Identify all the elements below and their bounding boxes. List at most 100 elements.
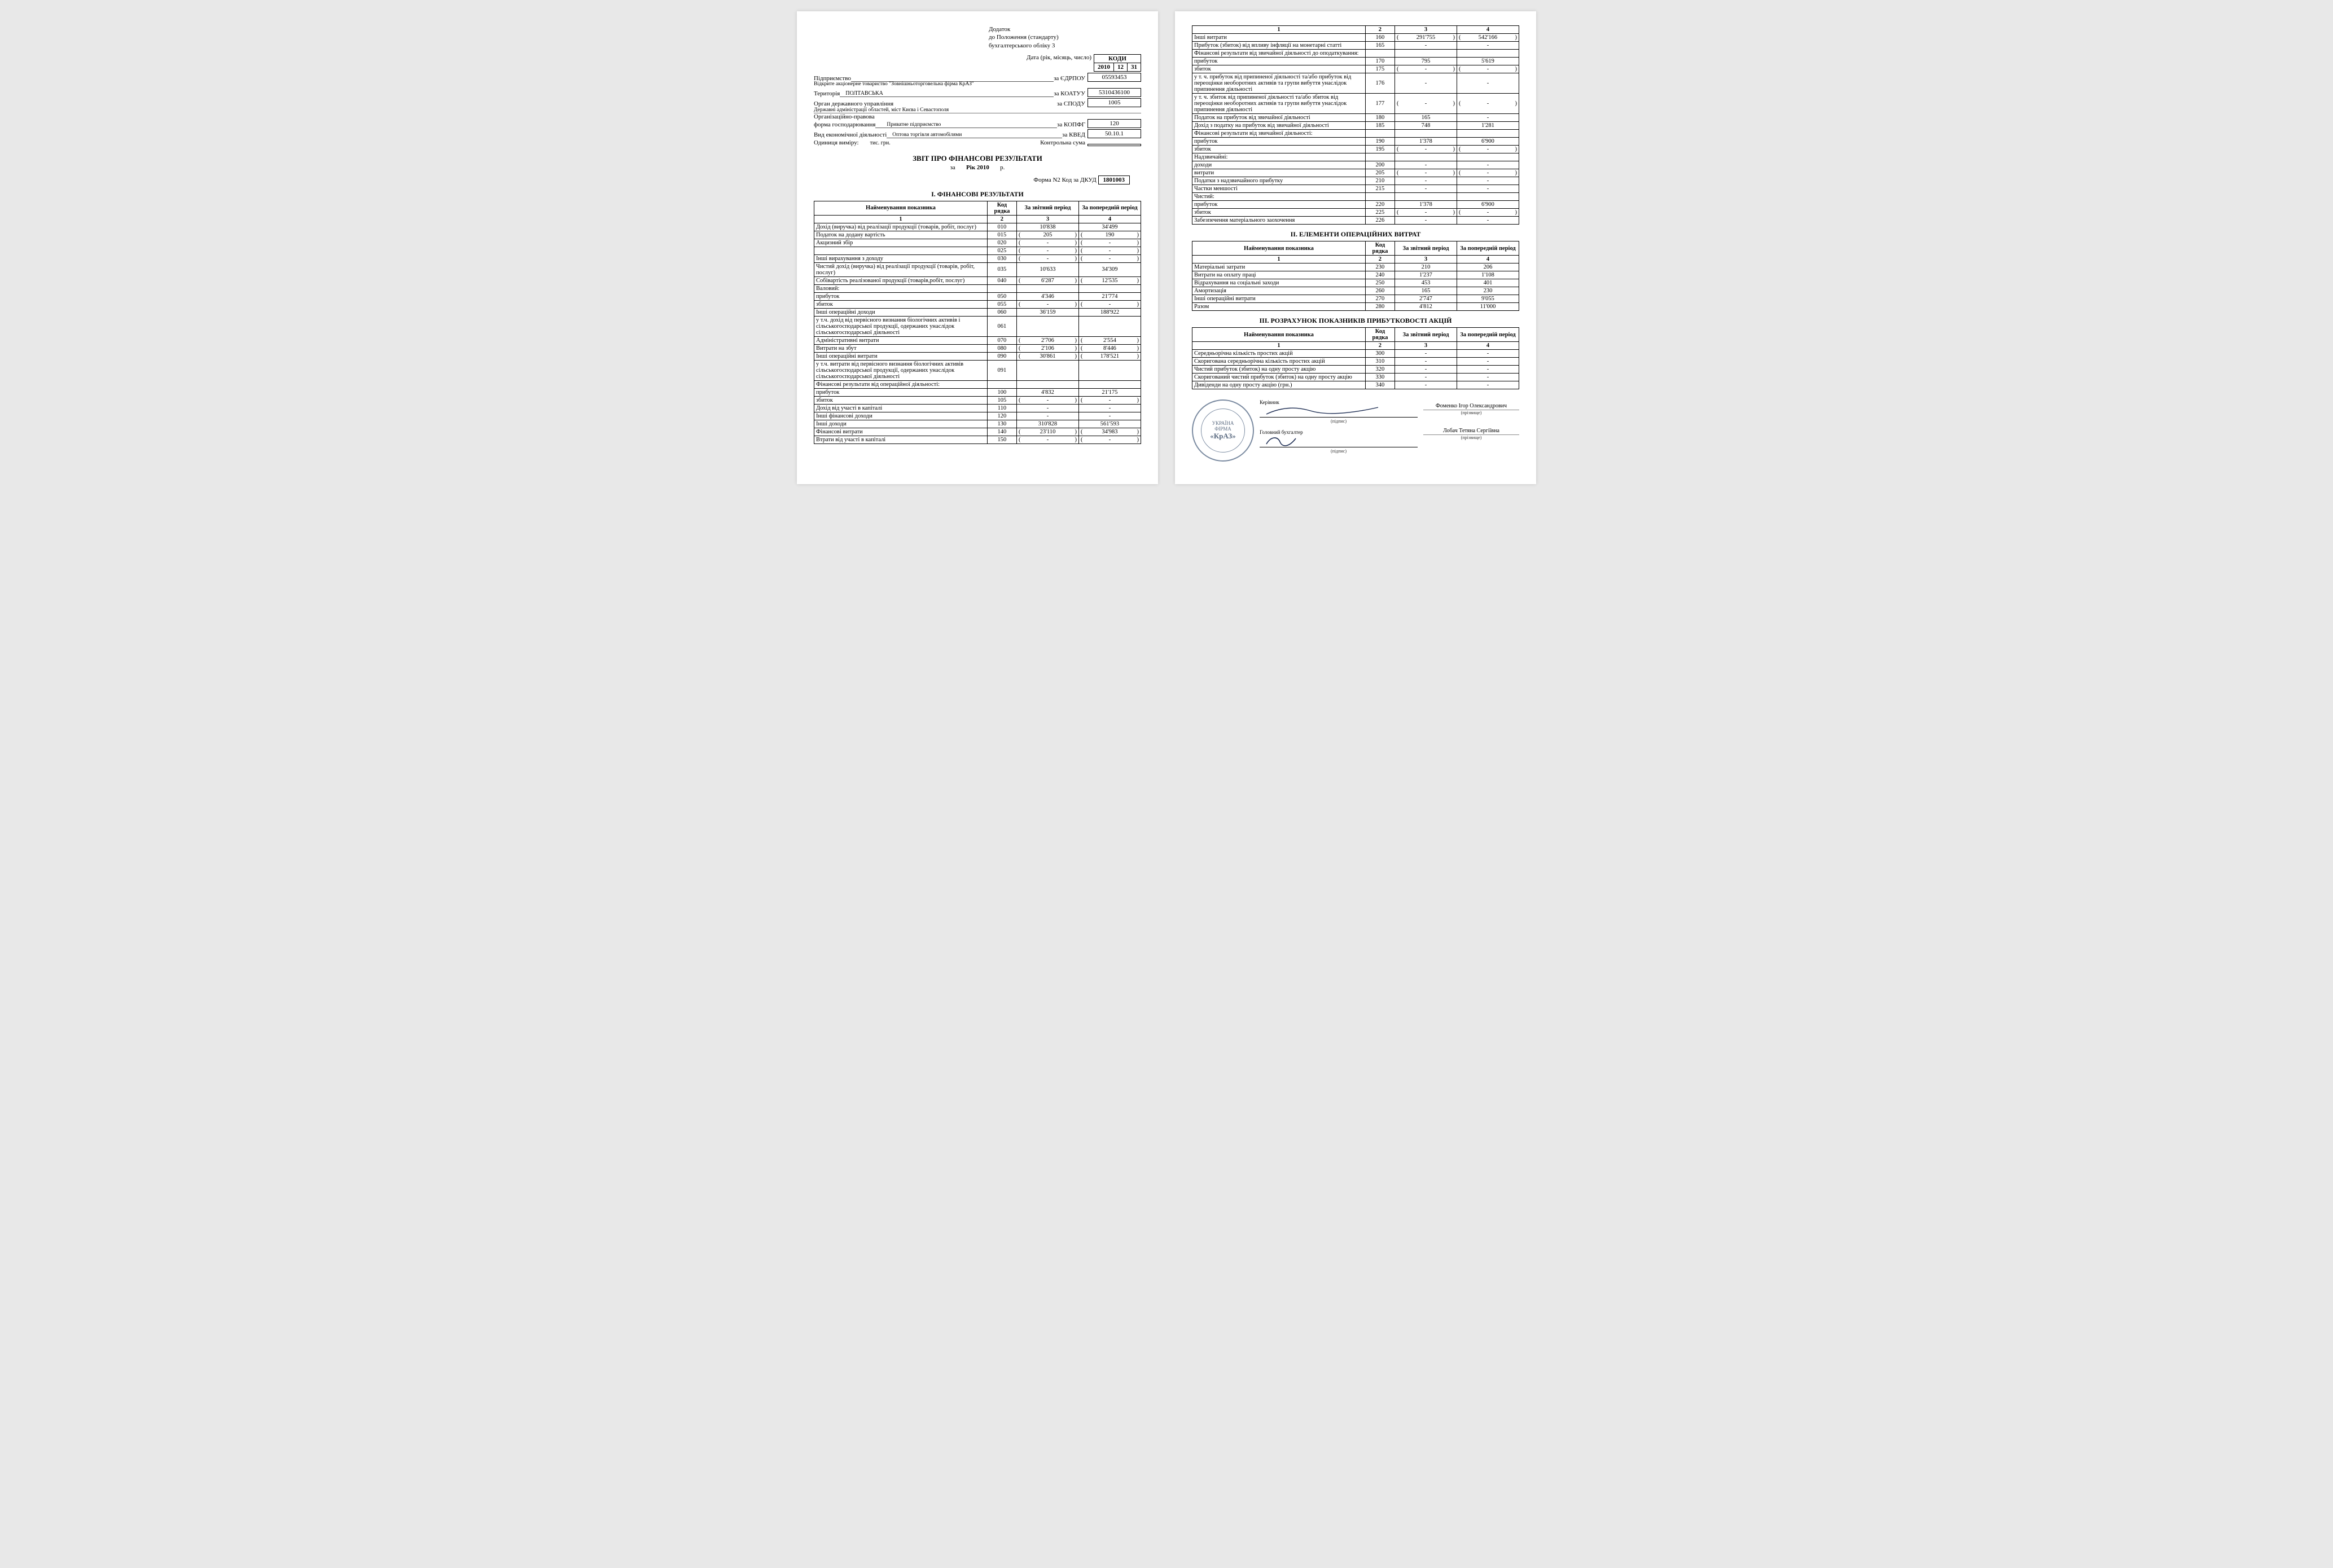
col-prev: За попередній період [1078,201,1141,215]
table-row: Фінансові результати від звичайної діяль… [1192,50,1519,58]
table-row: Інші фінансові доходи120-- [814,412,1141,420]
scribble-icon [1263,434,1303,449]
table-row: Інші операційні витрати2702'7479'055 [1192,295,1519,303]
table-row: Надзвичайні: [1192,153,1519,161]
table-row: Витрати на оплату праці2401'2371'108 [1192,271,1519,279]
date-day: 31 [1128,63,1141,71]
page-2: 1 2 3 4 Інші витрати160(291'755)(542'166… [1175,11,1536,484]
unit-label: Одиниця виміру: [814,139,859,146]
codes-header: КОДИ [1094,54,1141,63]
table-row: Дохід з податку на прибуток від звичайно… [1192,122,1519,130]
table-row: Інші операційні витрати090(30'861)(178'5… [814,352,1141,360]
act-code-label: за КВЕД [1062,131,1087,138]
table-row: у т.ч. витрати від первісного визнання б… [814,360,1141,380]
form-label: Організаційно-правова [814,113,875,120]
table-row: Скоригована середньорічна кількість прос… [1192,358,1519,366]
date-label: Дата (рік, місяць, число) [1027,54,1094,61]
table-row: у т. ч. прибуток від припиненої діяльнос… [1192,73,1519,94]
table-row: Акцизний збір020(-)(-) [814,239,1141,247]
table-section-1: Найменування показника Код рядка За звіт… [814,201,1141,444]
appendix-l3: бухгалтерського обліку 3 [989,42,1141,50]
terr-code: 5310436100 [1087,88,1141,97]
col-cur: За звітний період [1016,201,1078,215]
table-section-1-cont: 1 2 3 4 Інші витрати160(291'755)(542'166… [1192,25,1519,225]
table-row: Собівартість реалізованої продукції (тов… [814,276,1141,284]
table-row: Фінансові витрати140(23'110)(34'983) [814,428,1141,436]
section-1-title: І. ФІНАНСОВІ РЕЗУЛЬТАТИ [814,190,1141,199]
table-section-3: Найменування показника Код рядка За звіт… [1192,327,1519,389]
act-label: Вид економічної діяльності [814,131,887,138]
signature-2 [1260,435,1418,447]
report-title: ЗВІТ ПРО ФІНАНСОВІ РЕЗУЛЬТАТИ [814,154,1141,163]
act-val: Оптова торгівля автомобілями [887,132,1062,138]
date-year: 2010 [1094,63,1114,71]
table-row: прибуток1901'3786'900 [1192,138,1519,146]
scribble-icon [1265,403,1384,419]
form-line: Форма N2 Код за ДКУД 1801003 [814,175,1130,185]
table-row: у т.ч. дохід від первісного визнання біо… [814,316,1141,336]
table-row: збиток055(-)(-) [814,300,1141,308]
table-row: прибуток1004'83221'175 [814,388,1141,396]
form-code-label: за КОПФГ [1057,121,1087,128]
table-row: Дохід від участі в капіталі110-- [814,404,1141,412]
org-label: Орган державного управління [814,100,1057,107]
table-row: Разом2804'81211'000 [1192,303,1519,311]
table-row: Інші доходи130310'828561'593 [814,420,1141,428]
terr-val: ПОЛТАВСЬКА [840,90,1054,97]
form-code: 120 [1087,119,1141,128]
table-row: Інші вирахування з доходу030(-)(-) [814,254,1141,262]
table-row: Відрахування на соціальні заходи25045340… [1192,279,1519,287]
table-row: збиток105(-)(-) [814,396,1141,404]
act-code: 50.10.1 [1087,129,1141,138]
col-code: Код рядка [987,201,1016,215]
form-label2: форма господарювання [814,121,875,128]
signature-area: УКРАЇНА ФІРМА «КрАЗ» Керівник (підпис) Г… [1192,399,1519,462]
table-row: Податки з надзвичайного прибутку210-- [1192,177,1519,185]
table-row: витрати205(-)(-) [1192,169,1519,177]
table-row: Фінансові результати від звичайної діяль… [1192,130,1519,138]
report-subtitle: за Рік 2010 р. [814,164,1141,171]
table-row: Скоригований чистий прибуток (збиток) на… [1192,374,1519,381]
table-row: Матеріальні затрати230210206 [1192,263,1519,271]
name-accountant: Лобач Тетяна Сергіївна [1423,428,1519,435]
ctrl-val [1087,144,1141,146]
table-row: Дивіденди на одну просту акцію (грн.)340… [1192,381,1519,389]
org-code: 1005 [1087,98,1141,107]
stamp-icon: УКРАЇНА ФІРМА «КрАЗ» [1192,399,1254,462]
table-row: Втрати від участі в капіталі150(-)(-) [814,436,1141,443]
org-val: Державні адміністрації областей, міст Ки… [814,107,1141,113]
table-row: Витрати на збут080(2'106)(8'446) [814,344,1141,352]
table-row: Середньорічна кількість простих акцій300… [1192,350,1519,358]
col-name: Найменування показника [814,201,988,215]
signature-lines: Керівник (підпис) Головний бухгалтер (пі… [1260,399,1418,454]
form-code-box: 1801003 [1098,175,1130,185]
table-row: Адміністративні витрати070(2'706)(2'554) [814,336,1141,344]
table-row: Податок на додану вартість015(205)(190) [814,231,1141,239]
table-section-2: Найменування показника Код рядка За звіт… [1192,241,1519,311]
table-row: прибуток1707955'619 [1192,58,1519,65]
table-row: Забезпечення матеріального заохочення226… [1192,217,1519,225]
table-row: Чистий дохід (виручка) від реалізації пр… [814,262,1141,276]
table-row: Валовий: [814,284,1141,292]
signature-names: Фоменко Ігор Олександрович (прізвище) Ло… [1423,399,1519,440]
table-row: у т. ч. збиток від припиненої діяльності… [1192,94,1519,114]
section-3-title: ІІІ. РОЗРАХУНОК ПОКАЗНИКІВ ПРИБУТКОВОСТІ… [1192,317,1519,325]
date-month: 12 [1114,63,1128,71]
terr-label: Територія [814,90,840,97]
table-row: Дохід (виручка) від реалізації продукції… [814,223,1141,231]
table-row: збиток225(-)(-) [1192,209,1519,217]
table-row: Податок на прибуток від звичайної діяльн… [1192,114,1519,122]
terr-code-label: за КОАТУУ [1054,90,1087,97]
codes-table: КОДИ 2010 12 31 [1094,54,1141,72]
table-row: збиток175(-)(-) [1192,65,1519,73]
table-row: доходи200-- [1192,161,1519,169]
section-2-title: ІІ. ЕЛЕМЕНТИ ОПЕРАЦІЙНИХ ВИТРАТ [1192,230,1519,239]
table-row: Чистий: [1192,193,1519,201]
org-code-label: за СПОДУ [1057,100,1087,107]
ent-val-text: Відкрите акціонерне товариство "Зовнішнь… [814,81,1141,87]
signature-1 [1260,405,1418,418]
appendix-block: Додаток до Положення (стандарту) бухгалт… [989,25,1141,50]
table-row: Амортизація260165230 [1192,287,1519,295]
form-val: Приватне підприємство [875,122,1057,128]
ent-code: 05593453 [1087,73,1141,82]
